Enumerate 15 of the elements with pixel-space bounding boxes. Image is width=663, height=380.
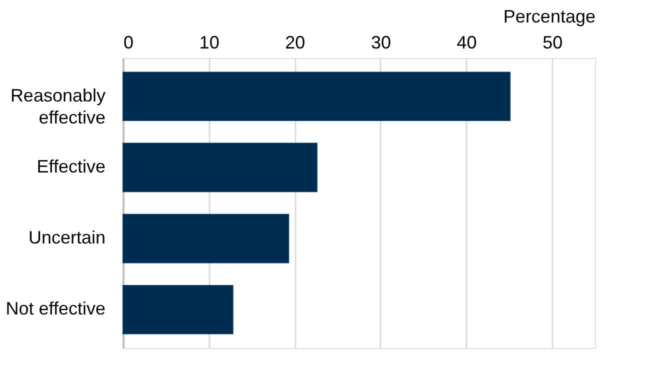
y-tick-label: Uncertain — [28, 228, 106, 248]
x-axis-title: Percentage — [503, 6, 596, 26]
x-tick-label: 40 — [456, 32, 477, 52]
x-tick-label: 0 — [124, 32, 134, 52]
bar — [122, 72, 511, 122]
bar — [122, 214, 290, 264]
x-tick-label: 50 — [542, 32, 563, 52]
bar — [122, 142, 318, 192]
y-tick-label: Reasonably effective — [10, 85, 106, 128]
y-tick-label: Effective — [36, 156, 106, 176]
x-tick-label: 20 — [285, 32, 306, 52]
y-tick-label: Not effective — [6, 298, 106, 319]
bar — [122, 284, 234, 334]
x-tick-label: 10 — [199, 32, 220, 52]
x-tick-label: 30 — [370, 32, 391, 52]
